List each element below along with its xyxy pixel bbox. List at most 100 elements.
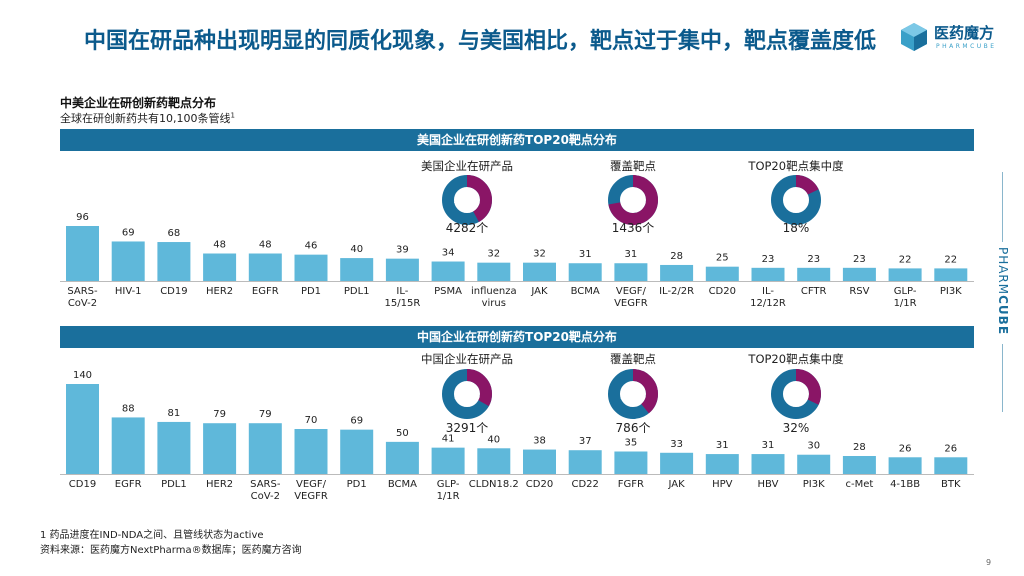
side-brand-text: PHARMCUBE bbox=[996, 245, 1010, 337]
bar bbox=[477, 262, 511, 281]
bar-value-label: 81 bbox=[168, 408, 181, 419]
bar bbox=[614, 451, 648, 474]
bar-value-label: 37 bbox=[579, 436, 592, 447]
bar bbox=[248, 423, 282, 474]
logo-text-cn: 医药魔方 bbox=[934, 24, 995, 42]
donut-share-slice bbox=[771, 175, 821, 225]
footnote-source: 资料来源：医药魔方NextPharma®数据库；医药魔方咨询 bbox=[40, 545, 302, 556]
category-tick-label: VEGF/VEGFR bbox=[614, 286, 648, 309]
bar-value-label: 28 bbox=[670, 251, 683, 262]
category-tick-line: CFTR bbox=[801, 286, 827, 297]
category-tick-label: BCMA bbox=[571, 286, 600, 297]
category-tick-line: HER2 bbox=[206, 479, 233, 490]
bar-value-label: 28 bbox=[853, 442, 866, 453]
category-tick-label: HER2 bbox=[206, 286, 233, 297]
bar-value-label: 39 bbox=[396, 245, 409, 256]
side-divider-top bbox=[1002, 172, 1003, 242]
bar-group: 96 SARS-CoV-2 69 HIV-1 68 CD19 48 HER2 48 EGFR 46 P… bbox=[60, 212, 974, 309]
bar-value-label: 96 bbox=[76, 212, 89, 223]
category-tick-label: 4-1BB bbox=[890, 479, 920, 490]
donut-share-slice bbox=[442, 369, 492, 419]
bar bbox=[385, 258, 419, 281]
bar-value-label: 26 bbox=[899, 443, 912, 454]
bar bbox=[385, 441, 419, 474]
donut-value-label: 786个 bbox=[616, 421, 651, 435]
category-tick-line: PDL1 bbox=[344, 286, 370, 297]
bar-value-label: 31 bbox=[579, 249, 592, 260]
category-tick-line: HIV-1 bbox=[115, 286, 142, 297]
donut-share-slice bbox=[442, 175, 492, 225]
category-tick-line: PI3K bbox=[940, 286, 962, 297]
bar bbox=[111, 241, 145, 281]
category-tick-label: PI3K bbox=[803, 479, 825, 490]
donut-chart: 覆盖靶点 72% 1436个 bbox=[608, 159, 658, 235]
page-number: 9 bbox=[986, 558, 992, 567]
donut-chart: 覆盖靶点 39% 786个 bbox=[608, 352, 658, 435]
bar-value-label: 68 bbox=[168, 228, 181, 239]
category-tick-line: JAK bbox=[668, 479, 686, 490]
category-tick-line: PD1 bbox=[347, 479, 367, 490]
bar-value-label: 22 bbox=[899, 254, 912, 265]
category-tick-label: GLP-1/1R bbox=[894, 286, 917, 309]
category-tick-label: HBV bbox=[758, 479, 779, 490]
bar bbox=[523, 262, 556, 281]
category-tick-line: JAK bbox=[530, 286, 548, 297]
bar bbox=[568, 450, 602, 474]
category-tick-line: IL-2/2R bbox=[659, 286, 694, 297]
category-tick-line: HPV bbox=[712, 479, 733, 490]
category-tick-label: BCMA bbox=[388, 479, 417, 490]
brand-logo: 医药魔方 PHARMCUBE bbox=[898, 18, 1018, 58]
donut-title-label: 覆盖靶点 bbox=[610, 159, 656, 173]
category-tick-label: PDL1 bbox=[161, 479, 187, 490]
category-tick-label: EGFR bbox=[252, 286, 279, 297]
bar-value-label: 79 bbox=[213, 409, 226, 420]
bar bbox=[751, 267, 785, 281]
category-tick-line: FGFR bbox=[618, 479, 644, 490]
bar-value-label: 46 bbox=[305, 241, 318, 252]
bar bbox=[934, 268, 968, 281]
cn-chart-title: 中国企业在研创新药TOP20靶点分布 bbox=[60, 326, 974, 348]
bar-value-label: 23 bbox=[762, 254, 775, 265]
bar bbox=[705, 266, 739, 281]
bar bbox=[294, 254, 328, 281]
bar-value-label: 25 bbox=[716, 253, 729, 264]
category-tick-label: FGFR bbox=[618, 479, 644, 490]
section-note-text: 全球在研创新药共有10,100条管线 bbox=[60, 112, 231, 125]
section-heading: 中美企业在研创新药靶点分布 bbox=[60, 96, 217, 110]
category-tick-label: CFTR bbox=[801, 286, 827, 297]
category-tick-line: 1/1R bbox=[894, 298, 917, 309]
bar-value-label: 38 bbox=[533, 436, 546, 447]
bar bbox=[934, 457, 968, 474]
category-tick-label: PI3K bbox=[940, 286, 962, 297]
category-tick-label: RSV bbox=[849, 286, 869, 297]
donut-share-slice bbox=[771, 369, 821, 419]
bar-value-label: 79 bbox=[259, 409, 272, 420]
category-tick-label: JAK bbox=[530, 286, 548, 297]
footnote-marker: 1 bbox=[230, 111, 235, 120]
bar-value-label: 32 bbox=[487, 249, 500, 260]
category-tick-label: CLDN18.2 bbox=[469, 479, 519, 490]
bar-value-label: 32 bbox=[533, 249, 546, 260]
category-tick-line: c-Met bbox=[845, 479, 873, 490]
bar-value-label: 34 bbox=[442, 248, 455, 259]
category-tick-label: VEGF/VEGFR bbox=[294, 479, 328, 502]
category-tick-label: HPV bbox=[712, 479, 733, 490]
category-tick-label: GLP-1/1R bbox=[437, 479, 460, 502]
bar-value-label: 30 bbox=[807, 441, 820, 452]
donut-percent-label: 72% bbox=[620, 194, 647, 208]
bar-value-label: 40 bbox=[350, 244, 363, 255]
bar-value-label: 31 bbox=[716, 440, 729, 451]
logo-text-en: PHARMCUBE bbox=[936, 43, 997, 50]
category-tick-line: virus bbox=[482, 298, 506, 309]
section-note: 全球在研创新药共有10,100条管线1 bbox=[60, 110, 235, 126]
category-tick-line: RSV bbox=[849, 286, 869, 297]
category-tick-label: BTK bbox=[941, 479, 961, 490]
bar bbox=[797, 267, 831, 281]
bar-value-label: 40 bbox=[487, 434, 500, 445]
donut-title-label: 中国企业在研产品 bbox=[421, 352, 513, 366]
donut-title-label: TOP20靶点集中度 bbox=[747, 352, 844, 366]
side-brand-light: PHARM bbox=[996, 246, 1010, 296]
us-chart-panel: 96 SARS-CoV-2 69 HIV-1 68 CD19 48 HER2 48 EGFR 46 P… bbox=[60, 151, 974, 319]
bar bbox=[842, 267, 876, 281]
category-tick-line: VEGF/ bbox=[616, 286, 647, 297]
